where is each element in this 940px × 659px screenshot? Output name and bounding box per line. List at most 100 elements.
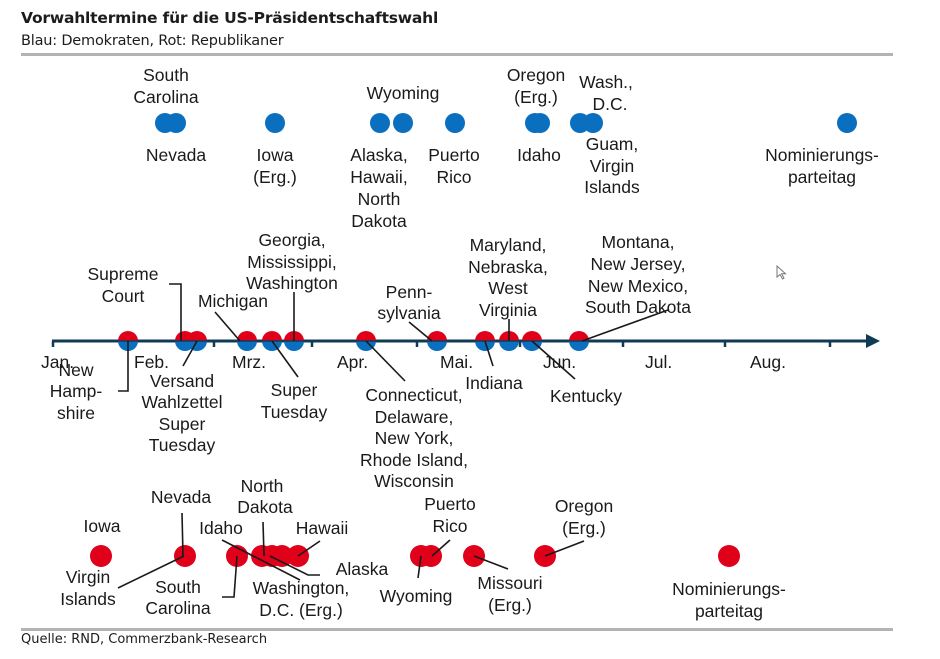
leader-line: [271, 340, 299, 378]
month-label: Aug.: [750, 352, 786, 372]
both-parties-event-dot: [356, 331, 376, 351]
dem-bottom-label: Nominierungs-: [765, 145, 879, 165]
overlay-leader-lines: [117, 283, 669, 598]
republican-half: [569, 331, 589, 341]
both-parties-event-dot: [522, 331, 542, 351]
both-above-label: New Jersey,: [591, 254, 686, 274]
republican-event-dot: [271, 545, 293, 567]
dem-top-label: Wyoming: [367, 83, 440, 103]
both-parties-event-dot: [475, 331, 495, 351]
republican-half: [522, 331, 542, 341]
leader-line: [262, 521, 265, 557]
leader-line: [408, 321, 433, 342]
both-below-label: Indiana: [465, 373, 523, 393]
mouse-cursor-icon: [776, 265, 787, 280]
both-parties-event-dot: [569, 331, 589, 351]
both-below-label: Connecticut,: [365, 385, 462, 405]
democrat-event-dot: [393, 113, 413, 133]
rep-above-label: Iowa: [84, 516, 121, 536]
rep-below-label: Wyoming: [380, 586, 453, 606]
democrat-half: [356, 341, 376, 351]
republican-half: [262, 331, 282, 341]
month-label: Mrz.: [232, 352, 266, 372]
democrat-half: [569, 341, 589, 351]
rep-below-label: (Erg.): [488, 595, 532, 615]
leader-line: [544, 540, 585, 557]
month-label: Jan.: [41, 352, 74, 372]
republican-half: [237, 331, 257, 341]
leader-line: [181, 512, 184, 557]
chart-title: Vorwahltermine für die US-Präsidentschaf…: [21, 9, 439, 27]
dem-bottom-label: (Erg.): [253, 167, 297, 187]
both-below-label: shire: [57, 403, 95, 423]
chart-subtitle: Blau: Demokraten, Rot: Republikaner: [21, 33, 284, 49]
rep-above-label: Rico: [432, 516, 467, 536]
both-below-label: Tuesday: [149, 435, 216, 455]
both-above-label: Georgia,: [258, 230, 325, 250]
rep-above-label: North: [241, 476, 284, 496]
both-above-label: Montana,: [602, 232, 675, 252]
leader-line: [297, 540, 321, 557]
rep-above-label: (Erg.): [562, 518, 606, 538]
dem-top-label: South: [143, 65, 189, 85]
republican-event-dot: [90, 545, 112, 567]
dem-bottom-label: Nevada: [146, 145, 207, 165]
bottom-divider: [21, 628, 893, 631]
both-below-label: Super: [159, 414, 206, 434]
dem-bottom-label: Idaho: [517, 145, 561, 165]
both-above-label: Penn-: [386, 282, 433, 302]
republican-event-dot: [420, 545, 442, 567]
top-divider: [21, 53, 893, 56]
democrat-event-dot: [265, 113, 285, 133]
both-above-label: Virginia: [479, 300, 537, 320]
republican-event-dot: [718, 545, 740, 567]
rep-below-label: parteitag: [695, 601, 763, 621]
source-note: Quelle: RND, Commerzbank-Research: [21, 632, 268, 647]
republican-half: [118, 331, 138, 341]
both-above-label: Maryland,: [470, 235, 547, 255]
dem-bottom-label: Alaska,: [350, 145, 407, 165]
leader-line: [222, 555, 238, 598]
leader-line: [531, 340, 576, 380]
leader-line: [118, 341, 129, 392]
both-below-label: Rhode Island,: [360, 450, 468, 470]
both-below-label: Super: [271, 380, 318, 400]
leader-line: [473, 555, 509, 570]
both-below-label: Wahlzettel: [141, 392, 222, 412]
rep-above-label: Idaho: [199, 518, 243, 538]
both-above-label: West: [488, 278, 528, 298]
leader-line: [221, 539, 301, 581]
republican-half: [475, 331, 495, 341]
both-parties-event-dot: [427, 331, 447, 351]
leader-line: [117, 555, 185, 589]
rep-below-label: D.C. (Erg.): [259, 600, 343, 620]
democrat-half: [284, 341, 304, 351]
leader-line: [182, 340, 198, 367]
both-parties-event-dot: [499, 331, 519, 351]
rep-below-label: Washington,: [253, 578, 350, 598]
rep-below-label: Nominierungs-: [672, 579, 786, 599]
dem-top-label: D.C.: [593, 94, 628, 114]
both-below-label: New: [58, 360, 93, 380]
dem-bottom-label: North: [358, 189, 401, 209]
leader-line: [365, 340, 406, 382]
both-above-label: Court: [102, 286, 145, 306]
both-above-label: Nebraska,: [468, 257, 548, 277]
republican-half: [356, 331, 376, 341]
dem-top-label: (Erg.): [514, 87, 558, 107]
leader-line: [581, 309, 669, 342]
dem-bottom-label: Hawaii,: [350, 167, 407, 187]
dem-bottom-label: parteitag: [788, 167, 856, 187]
democrat-event-dot: [583, 113, 603, 133]
democrat-half: [427, 341, 447, 351]
rep-above-label: Hawaii: [296, 518, 349, 538]
month-label: Apr.: [337, 352, 368, 372]
both-parties-event-dot: [262, 331, 282, 351]
leader-line: [214, 311, 241, 342]
event-labels: Jan. Feb. Mrz. Apr. Mai. Jun. Jul. Aug.SouthCar…: [41, 65, 879, 621]
both-below-label: Delaware,: [375, 407, 454, 427]
rep-below-label: Carolina: [145, 598, 210, 618]
leader-line: [417, 555, 422, 579]
axis-arrow-icon: [866, 334, 880, 348]
both-below-label: Tuesday: [261, 402, 328, 422]
